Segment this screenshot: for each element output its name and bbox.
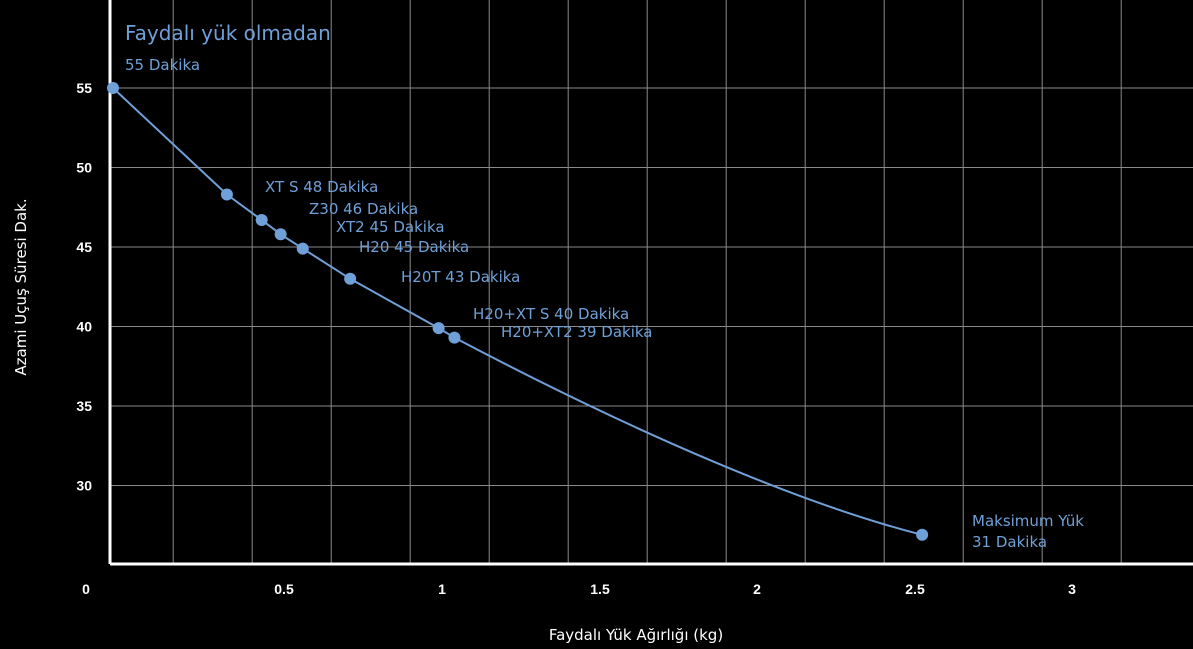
data-points [107,82,929,541]
data-label: H20+XT2 39 Dakika [501,323,653,341]
x-tick-label: 2 [753,581,761,597]
series-line [112,87,923,536]
y-axis-title: Azami Uçuş Süresi Dak. [12,198,30,375]
data-point [344,272,357,285]
x-axis-title: Faydalı Yük Ağırlığı (kg) [549,626,723,644]
data-label: 31 Dakika [972,533,1047,551]
data-label: XT2 45 Dakika [336,218,445,236]
y-tick-label: 30 [76,478,92,494]
data-label: 55 Dakika [125,56,200,74]
x-tick-labels: 0 0.5 1 1.5 2 2.5 3 [82,581,1076,597]
axes [108,0,1193,566]
y-tick-label: 50 [76,160,92,176]
data-label: H20+XT S 40 Dakika [473,305,629,323]
data-point [274,228,287,241]
y-tick-labels: 30 35 40 45 50 55 [76,80,92,494]
data-point [255,213,268,226]
x-tick-label: 1 [438,581,446,597]
y-tick-label: 55 [76,80,92,96]
data-label: Z30 46 Dakika [309,200,418,218]
data-point [296,242,309,255]
y-tick-label: 40 [76,319,92,335]
point-labels: 55 Dakika XT S 48 Dakika Z30 46 DakikaXT2 … [125,56,1084,551]
title-annotation: Faydalı yük olmadan [125,21,331,45]
y-tick-label: 45 [76,239,92,255]
data-point [220,188,233,201]
data-point [107,82,119,94]
x-tick-label: 0 [82,581,90,597]
x-tick-label: 2.5 [905,581,925,597]
x-tick-label: 3 [1068,581,1076,597]
data-point [432,322,445,335]
y-tick-label: 35 [76,398,92,414]
data-label: H20T 43 Dakika [401,268,520,286]
data-label: Maksimum Yük [972,512,1084,530]
data-label: XT S 48 Dakika [265,178,378,196]
data-point [448,331,461,344]
x-tick-label: 0.5 [274,581,294,597]
x-tick-label: 1.5 [590,581,610,597]
data-label: H20 45 Dakika [359,238,469,256]
grid [110,0,1193,564]
data-point [916,528,929,541]
